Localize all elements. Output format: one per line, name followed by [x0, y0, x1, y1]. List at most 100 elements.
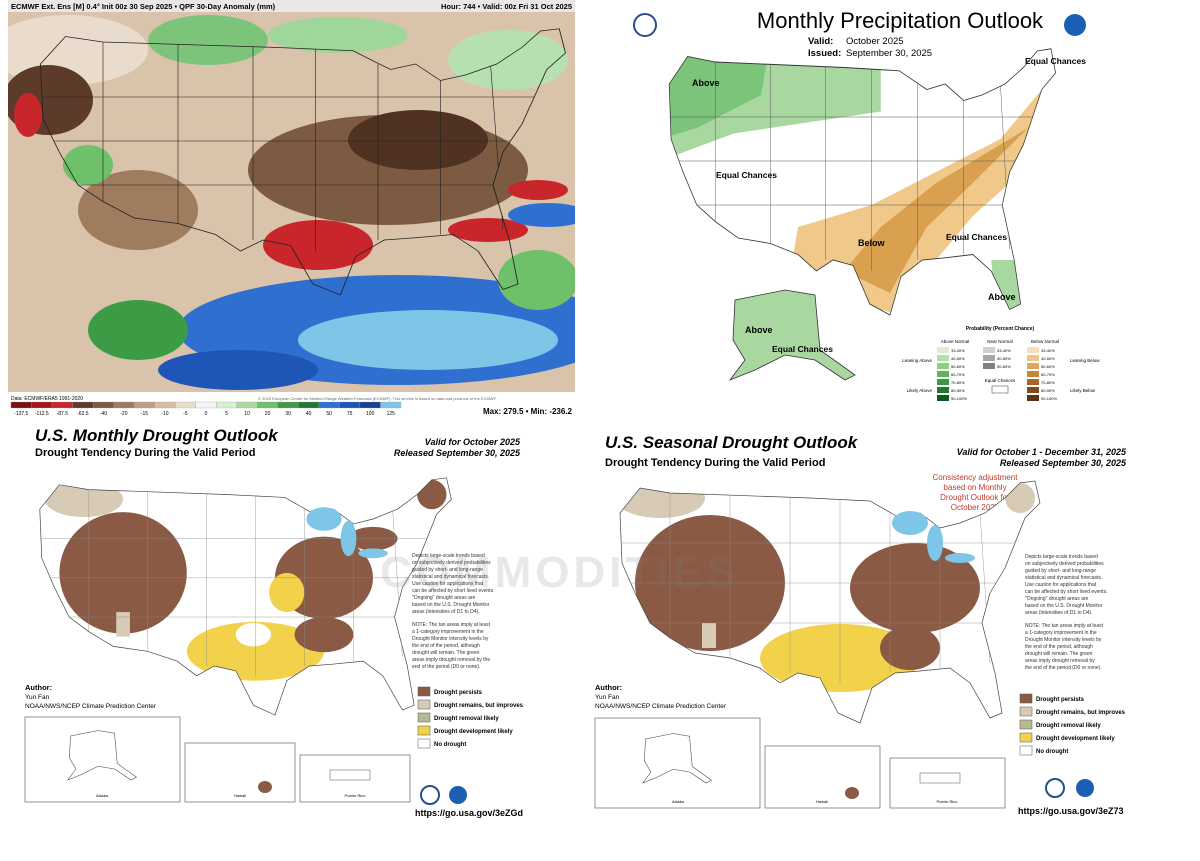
blob	[158, 350, 318, 390]
great-lake	[927, 525, 943, 561]
us-map	[668, 48, 1057, 316]
title: U.S. Seasonal Drought Outlook	[605, 433, 859, 452]
legend-range: 70-80%	[1041, 380, 1055, 385]
blob	[263, 220, 373, 270]
legend-swatch	[1019, 719, 1033, 730]
note-line: statistical and dynamical forecasts.	[412, 574, 489, 580]
author: Yun Fan	[595, 694, 620, 701]
note-line: the end of the period, although	[1025, 644, 1093, 650]
url[interactable]: https://go.usa.gov/3eZ73	[1018, 806, 1124, 816]
persists-area	[417, 479, 447, 510]
legend-swatch	[1019, 732, 1033, 743]
monthly-drought-map: U.S. Monthly Drought Outlook Drought Ten…	[24, 426, 524, 818]
ec-label: Equal Chances	[985, 378, 1016, 383]
note-line: areas (intensities of D1 to D4).	[412, 609, 480, 615]
legend-swatch	[937, 363, 949, 369]
legend-range: 40-50%	[951, 356, 965, 361]
alaska	[729, 289, 856, 381]
legend: Drought persists Drought remains, but imp…	[417, 686, 524, 749]
inset-label: Hawaii	[234, 793, 246, 798]
legend-swatch	[1027, 371, 1039, 377]
released: Released September 30, 2025	[394, 448, 521, 458]
legend-title: Probability (Percent Chance)	[966, 326, 1035, 332]
note-line: end of the period (D0 or none).	[412, 664, 480, 670]
label: Above	[692, 78, 720, 88]
legend-swatch	[1027, 355, 1039, 361]
colorbar-swatch	[318, 401, 340, 409]
noaa-logo	[449, 786, 467, 804]
legend-range: 80-90%	[1041, 388, 1055, 393]
note-line: Use caution for applications that	[1025, 582, 1097, 588]
legend-label: No drought	[434, 742, 466, 748]
legend-label: Drought persists	[1036, 697, 1085, 703]
colorbar-label: 50	[326, 411, 332, 417]
legend-range: 90-100%	[951, 396, 967, 401]
colorbar-label: -137.5	[14, 411, 28, 417]
colorbar-swatch	[339, 401, 361, 409]
consistency-line: Drought Outlook for	[940, 493, 1010, 502]
legend-header: Above Normal	[941, 339, 970, 344]
note-line: the end of the period, although	[412, 643, 480, 649]
improves-area	[1005, 483, 1035, 513]
ecmwf-map: ECMWF Ext. Ens [M] 0.4° Init 00z 30 Sep …	[8, 0, 575, 422]
monthly-drought-panel: U.S. Monthly Drought Outlook Drought Ten…	[10, 425, 588, 825]
colorbar-label: 125	[387, 411, 396, 417]
note-line: "Ongoing" drought areas are	[412, 595, 476, 601]
author-label: Author:	[25, 683, 52, 692]
header-right: Hour: 744 • Valid: 00z Fri 31 Oct 2025	[441, 2, 572, 11]
legend-range: 40-50%	[1041, 356, 1055, 361]
valid-label: Valid:	[808, 36, 833, 47]
consistency-line: based on Monthly	[943, 483, 1006, 492]
consistency-line: October 2025	[951, 503, 1000, 512]
colorbar-label: -112.5	[35, 411, 49, 417]
url[interactable]: https://go.usa.gov/3eZGd	[415, 808, 523, 818]
no-drought	[235, 622, 272, 647]
legend-swatch	[1019, 693, 1033, 704]
colorbar-swatch	[216, 401, 237, 409]
note-line: Depicts large-scale trends based	[412, 553, 485, 559]
valid: Valid for October 2025	[425, 437, 521, 447]
legend-swatch	[983, 347, 995, 353]
great-lake	[340, 520, 357, 557]
legend-header: Below Normal	[1031, 339, 1059, 344]
colorbar-swatch	[298, 401, 320, 409]
blob	[448, 30, 568, 90]
side-label: Likely Below	[1070, 388, 1096, 393]
legend-swatch	[417, 712, 431, 723]
colorbar-swatch	[380, 401, 402, 409]
colorbar-label: -10	[161, 411, 168, 417]
note-line: on subjectively derived probabilities	[412, 560, 491, 566]
note-line: Drought Monitor intensity levels by	[412, 636, 489, 642]
footer-mid: © 2025 European Centre for Medium-Range …	[258, 396, 497, 401]
side-label: Leaning Below	[1070, 358, 1100, 363]
blob	[498, 250, 575, 310]
colorbar-label: -5	[183, 411, 188, 417]
persists-area	[294, 617, 354, 653]
colorbar-label: -20	[120, 411, 127, 417]
issued-value: September 30, 2025	[846, 48, 932, 59]
header-bar	[8, 0, 575, 12]
legend-label: No drought	[1036, 749, 1068, 755]
precip-panel: Monthly Precipitation Outlook Valid: Oct…	[600, 0, 1192, 415]
great-lake	[945, 553, 975, 563]
note-line: NOTE: The tan areas imply at least	[412, 622, 491, 628]
legend-label: Drought remains, but improves	[1036, 710, 1126, 716]
blob	[14, 93, 42, 137]
seasonal-drought-panel: U.S. Seasonal Drought Outlook Drought Te…	[590, 428, 1192, 828]
colorbar-label: 30	[285, 411, 291, 417]
label: Equal Chances	[716, 170, 777, 180]
doc-logo	[633, 13, 657, 37]
colorbar-swatch	[154, 401, 176, 409]
label: Above	[988, 292, 1016, 302]
colorbar-swatch	[51, 401, 73, 409]
legend-label: Drought removal likely	[1036, 723, 1101, 729]
blob	[348, 110, 488, 170]
note-line: Drought Monitor intensity levels by	[1025, 637, 1102, 643]
blob	[298, 310, 558, 370]
legend-swatch	[417, 738, 431, 749]
ecmwf-panel: ECMWF Ext. Ens [M] 0.4° Init 00z 30 Sep …	[8, 0, 575, 422]
hawaii-island	[258, 781, 272, 793]
colorbar-label: 75	[347, 411, 353, 417]
